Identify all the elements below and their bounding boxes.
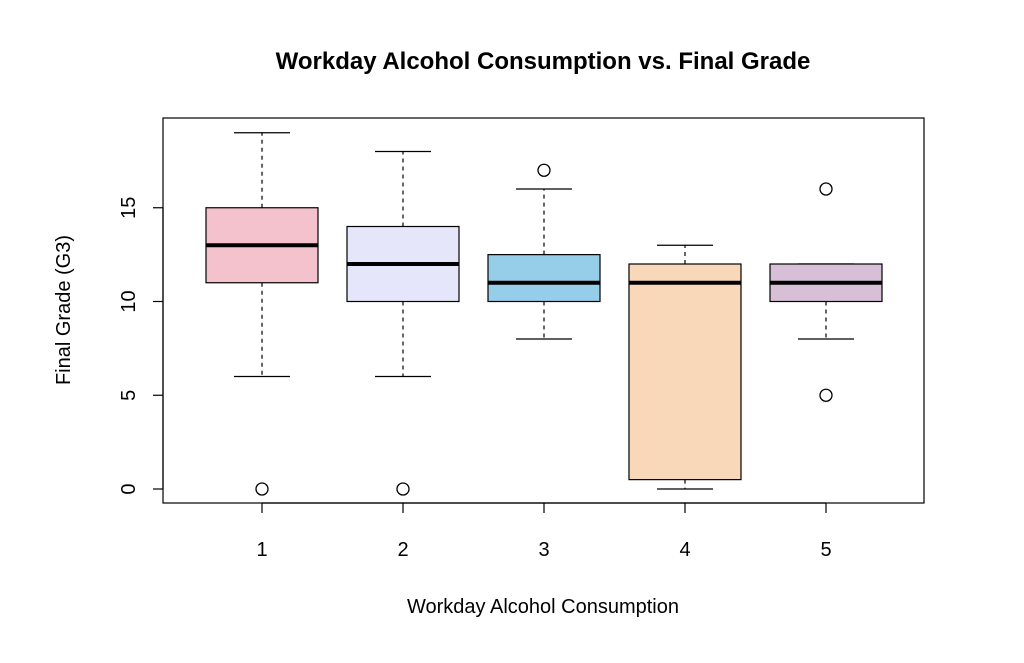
x-tick-label: 3 — [538, 539, 549, 561]
box-group-4 — [628, 244, 742, 490]
box-group-1 — [205, 132, 319, 496]
outlier-point — [819, 388, 833, 402]
chart-title: Workday Alcohol Consumption vs. Final Gr… — [276, 48, 811, 75]
y-tick-label: 0 — [118, 483, 140, 494]
y-axis-label: Final Grade (G3) — [53, 235, 75, 385]
y-tick-label: 10 — [118, 290, 140, 312]
x-axis-label: Workday Alcohol Consumption — [407, 596, 679, 618]
box-group-3 — [487, 163, 601, 340]
boxes-group — [205, 132, 883, 496]
box-group-2 — [346, 150, 460, 496]
x-tick-label: 4 — [679, 539, 690, 561]
x-tick-label: 1 — [256, 539, 267, 561]
x-tick-label: 5 — [820, 539, 831, 561]
box-group-5 — [769, 182, 883, 402]
outlier-point — [537, 163, 551, 177]
outlier-point — [819, 182, 833, 196]
y-tick-label: 5 — [118, 390, 140, 401]
x-axis: 1 2 3 4 5 — [256, 502, 832, 561]
outlier-point — [396, 482, 410, 496]
box-iqr — [628, 263, 742, 481]
y-tick-label: 15 — [118, 197, 140, 219]
box-iqr — [487, 254, 601, 303]
y-axis: 0 5 10 15 — [118, 197, 164, 495]
x-tick-label: 2 — [397, 539, 408, 561]
outlier-point — [255, 482, 269, 496]
